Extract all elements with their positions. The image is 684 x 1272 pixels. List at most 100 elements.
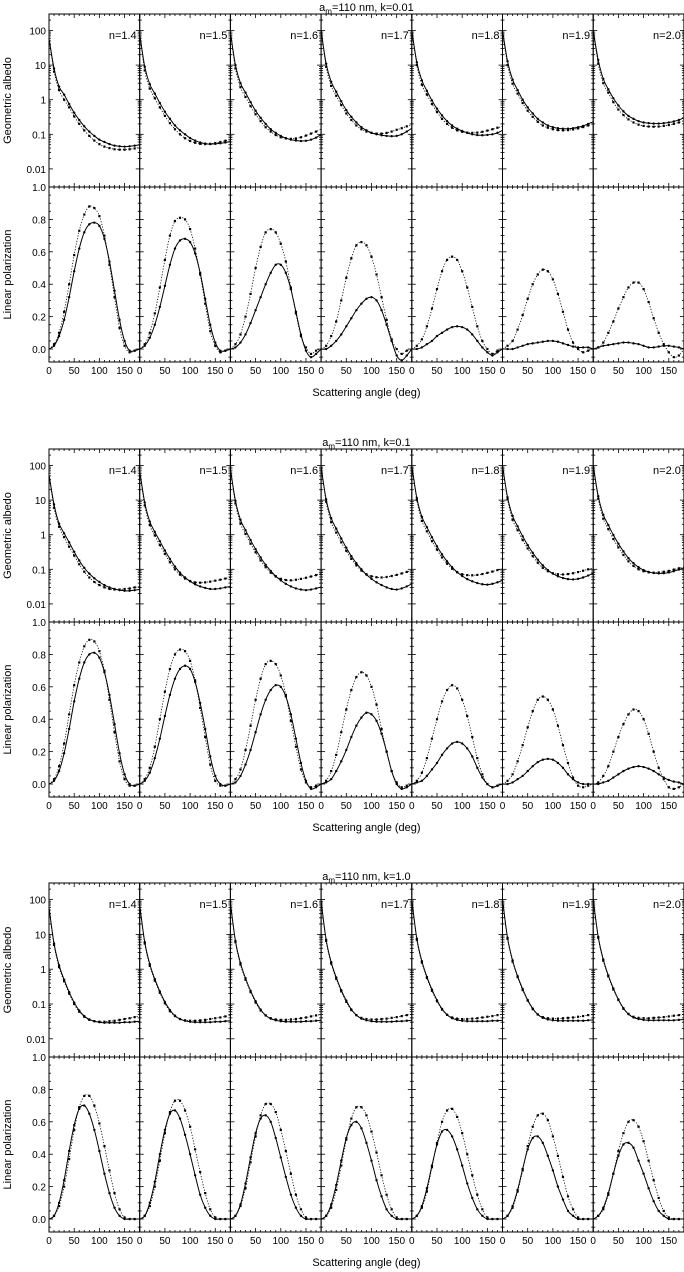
x-tick-label: 50 (69, 801, 81, 812)
polarization-dotted-point (173, 219, 177, 223)
polarization-solid-point (113, 1206, 116, 1209)
polarization-dotted-point (385, 318, 388, 321)
polarization-dotted-point (259, 677, 262, 680)
polarization-dotted-point (466, 286, 469, 289)
albedo-dotted-point (652, 125, 655, 128)
polarization-solid-point (546, 339, 550, 343)
albedo-dotted-point (173, 1014, 177, 1018)
polarization-dotted-point (249, 724, 252, 727)
polarization-dotted-point (304, 781, 308, 784)
albedo-solid-point (486, 583, 489, 586)
polarization-curves (411, 255, 503, 357)
albedo-dotted-point (244, 978, 247, 981)
polarization-dotted-point (430, 737, 434, 740)
polarization-dotted-point (677, 786, 680, 789)
albedo-dotted-point (602, 82, 605, 85)
polarization-solid-point (481, 776, 484, 779)
albedo-solid-point (425, 525, 429, 529)
albedo-dotted-line (49, 38, 140, 151)
albedo-dotted-point (612, 101, 615, 104)
polarization-dotted-point (420, 771, 423, 774)
albedo-solid-point (581, 576, 585, 579)
albedo-dotted-point (274, 575, 277, 578)
polarization-dotted-point (521, 313, 524, 317)
polarization-dotted-point (415, 344, 418, 347)
albedo-solid-point (551, 126, 555, 129)
polarization-dotted-point (445, 688, 449, 692)
polarization-dotted-point (576, 784, 580, 787)
albedo-dotted-point (304, 1016, 308, 1019)
albedo-dotted-line (321, 30, 412, 135)
albedo-dotted-point (188, 139, 192, 143)
polarization-solid-point (435, 761, 439, 765)
polarization-solid-point (57, 334, 61, 338)
polarization-dotted-point (536, 698, 539, 701)
polarization-solid-point (642, 765, 645, 769)
x-tick-label: 100 (454, 366, 471, 377)
polarization-solid-point (455, 325, 459, 328)
polarization-dotted-line (49, 1094, 140, 1220)
panel-label: n=1.7 (381, 30, 409, 42)
polarization-dotted-point (254, 698, 257, 701)
polarization-solid-point (103, 237, 106, 241)
polarization-dotted-point (380, 727, 383, 731)
albedo-dotted-point (506, 64, 509, 67)
polarization-dotted-point (214, 1216, 217, 1219)
albedo-solid-point (93, 134, 96, 138)
polarization-solid-point (647, 346, 650, 349)
albedo-solid-point (143, 65, 146, 68)
polarization-dotted-point (647, 732, 650, 735)
polarization-dotted-point (274, 663, 277, 666)
albedo-dotted-point (445, 562, 449, 565)
albedo-dotted-point (571, 128, 575, 131)
albedo-tick-label: 0.01 (27, 1035, 47, 1046)
polarization-dotted-point (188, 228, 192, 231)
polarization-dotted-point (425, 325, 429, 328)
polarization-dotted-point (491, 352, 494, 355)
polarization-solid-point (234, 781, 237, 784)
albedo-dotted-point (471, 574, 474, 577)
block-title: am=110 nm, k=0.1 (322, 437, 410, 451)
panel-n=1.8: 0 50 100 150 n=1.8 (409, 13, 503, 377)
polarization-dotted-point (430, 307, 434, 310)
albedo-dotted-line (139, 33, 231, 145)
albedo-tick-label: 0.1 (32, 130, 46, 141)
albedo-dotted-point (481, 572, 484, 576)
polarization-dotted-point (269, 228, 272, 231)
albedo-dotted-point (576, 127, 580, 130)
polarization-dotted-point (73, 684, 76, 687)
polarization-dotted-point (471, 735, 474, 739)
polarization-solid-point (571, 345, 575, 348)
polarization-solid-point (657, 345, 660, 348)
polarization-solid-point (158, 305, 162, 309)
polarization-solid-point (677, 346, 681, 349)
albedo-dotted-point (73, 554, 76, 557)
polarization-solid-point (279, 263, 282, 266)
albedo-dotted-point (128, 148, 131, 151)
polarization-dotted-point (582, 786, 585, 789)
polarization-solid-point (672, 345, 676, 348)
polarization-dotted-point (325, 344, 328, 347)
albedo-solid-point (234, 499, 237, 503)
polarization-dotted-point (299, 768, 303, 771)
polarization-dotted-point (309, 786, 313, 789)
polarization-dotted-point (551, 708, 554, 711)
albedo-solid-point (214, 587, 217, 591)
polarization-frame (229, 186, 322, 363)
polarization-frame (139, 186, 231, 363)
x-tick-label: 100 (272, 366, 289, 377)
albedo-dotted-point (627, 560, 630, 563)
polarization-dotted-point (652, 317, 655, 320)
polarization-dotted-point (88, 1094, 91, 1097)
x-tick-label: 50 (159, 1236, 171, 1247)
polarization-dotted-point (486, 347, 489, 351)
albedo-solid-point (163, 549, 167, 552)
albedo-solid-point (385, 586, 388, 589)
polarization-dotted-point (314, 784, 318, 787)
polarization-dotted-point (158, 1159, 161, 1162)
polarization-dotted-point (63, 1185, 66, 1188)
panel-n=1.4: 0 50 100 150 n=1.4 (46, 448, 141, 812)
polarization-dotted-point (551, 278, 554, 281)
polarization-solid-point (108, 1191, 111, 1195)
polarization-dotted-point (188, 659, 192, 662)
